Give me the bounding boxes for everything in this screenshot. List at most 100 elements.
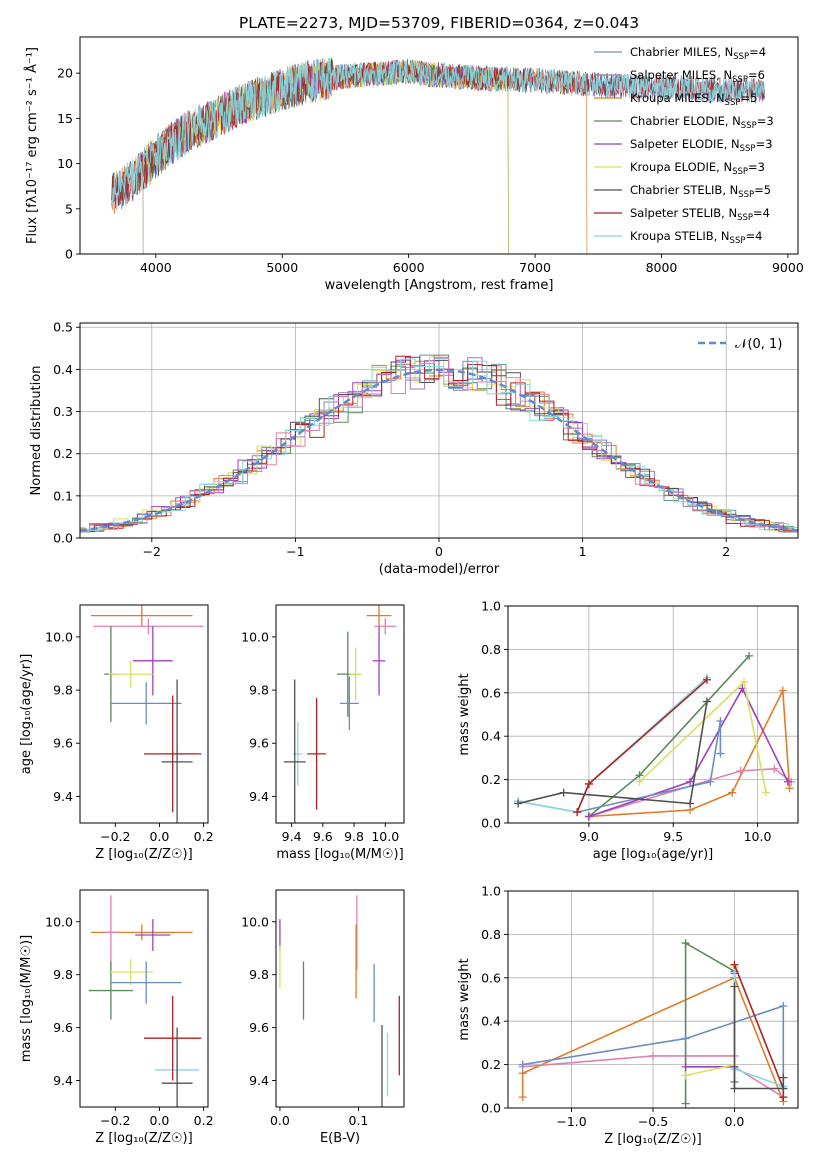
weight-marker — [635, 777, 644, 786]
mass_vs_Z-axes: −0.2 0.0 0.2 9.4 9.6 9.8 10.0 Z [log₁₀(Z/Z☉)] ma… — [19, 914, 214, 1146]
weight-series-line — [521, 976, 785, 1102]
y-tick-label: 9.4 — [249, 789, 269, 804]
spectrum-legend: Chabrier MILES, NSSP=4 Salpeter MILES, NS… — [594, 45, 774, 246]
y-tick-label: 9.6 — [249, 1020, 269, 1035]
x-tick-label: 10.0 — [744, 829, 772, 844]
weight_vs_Z-frame — [507, 890, 799, 1109]
y-tick-label: 15 — [57, 111, 73, 126]
weight-marker — [716, 749, 725, 758]
x-tick-label: 9000 — [772, 260, 804, 275]
y-tick-label: 1.0 — [481, 599, 501, 614]
mass_vs_Z-frame — [79, 889, 209, 1108]
legend-subscript: SSP — [733, 52, 749, 62]
weight-marker — [785, 784, 794, 793]
y-axis-label: mass weight — [457, 958, 472, 1040]
weight-marker — [779, 1084, 788, 1093]
spectrum-lines — [111, 56, 766, 254]
y-tick-label: 0.6 — [481, 970, 501, 985]
legend-subscript: SSP — [737, 213, 753, 223]
y-tick-label: 0.8 — [481, 927, 501, 942]
y-tick-label: 10.0 — [241, 914, 269, 929]
weight-marker — [518, 1093, 527, 1102]
weight-marker — [514, 799, 523, 808]
x-tick-label: 0.0 — [725, 1114, 745, 1129]
y-tick-label: 0 — [65, 247, 73, 262]
y-tick-label: 10 — [57, 156, 73, 171]
data-point — [88, 961, 133, 1020]
weight-marker — [730, 960, 739, 969]
data-point — [366, 605, 392, 627]
mass_vs_Z-points — [88, 895, 202, 1107]
data-point — [108, 660, 153, 688]
legend-subscript: SSP — [740, 144, 756, 154]
y-tick-label: 9.6 — [53, 1020, 73, 1035]
spectrum-frame — [79, 36, 799, 255]
weight-marker — [779, 1002, 788, 1011]
data-point — [340, 676, 359, 730]
y-tick-label: 5 — [65, 201, 73, 216]
weight-marker — [730, 982, 739, 991]
weight_vs_Z-lines — [518, 939, 788, 1108]
x-tick-label: 8000 — [646, 260, 678, 275]
data-point — [283, 679, 306, 823]
legend-subscript: SSP — [738, 190, 754, 200]
weight-marker — [770, 764, 779, 773]
weight-marker — [681, 1071, 690, 1080]
y-tick-label: 0.1 — [53, 488, 73, 503]
legend-label: Kroupa STELIB, NSSP=4 — [630, 229, 762, 246]
weight-marker — [702, 697, 711, 706]
weight-marker — [518, 1060, 527, 1069]
weight-series-line — [685, 973, 736, 1068]
x-axis-label: Z [log₁₀(Z/Z☉)] — [604, 1132, 701, 1147]
x-tick-label: −1 — [286, 544, 304, 559]
legend-tail: =6 — [748, 68, 765, 82]
age_vs_mass-axes: 9.4 9.6 9.8 10.0 9.4 9.6 9.8 10.0 mass [log₁₀(M/… — [241, 629, 404, 862]
y-axis-label: age [log₁₀(age/yr)] — [19, 654, 34, 775]
weight_vs_age-frame — [507, 605, 799, 824]
weight-marker — [584, 779, 593, 788]
age_vs_Z-points — [91, 605, 204, 823]
weight-series-line — [733, 986, 785, 1090]
y-tick-label: 9.4 — [249, 1073, 269, 1088]
x-tick-label: 0.2 — [194, 1113, 214, 1128]
data-point — [144, 695, 202, 813]
x-tick-label: 9.0 — [579, 829, 599, 844]
x-tick-label: 7000 — [519, 260, 551, 275]
weight-marker — [649, 1051, 657, 1060]
data-point — [132, 626, 173, 696]
legend-tail: =4 — [749, 45, 766, 59]
data-point — [135, 919, 171, 951]
legend-tail: =3 — [756, 137, 773, 151]
y-tick-label: 0.8 — [481, 642, 501, 657]
x-tick-label: 0.0 — [150, 829, 170, 844]
x-tick-label: −0.2 — [100, 829, 130, 844]
data-point — [91, 605, 193, 627]
weight-marker — [681, 1099, 690, 1108]
data-point — [144, 995, 202, 1081]
weight-marker — [573, 808, 582, 817]
x-tick-label: 0 — [435, 544, 443, 559]
x-tick-label: 6000 — [393, 260, 425, 275]
y-tick-label: 0.0 — [481, 816, 501, 831]
x-tick-label: 0.1 — [349, 1113, 369, 1128]
y-tick-label: 0.5 — [53, 320, 73, 335]
weight-marker — [761, 788, 770, 797]
age_vs_mass-frame — [275, 604, 405, 824]
residual-legend: 𝒩(0, 1) — [698, 337, 782, 352]
legend-subscript: SSP — [741, 121, 757, 131]
x-tick-label: 0.2 — [194, 829, 214, 844]
mass_vs_ebv-frame — [275, 889, 405, 1108]
histogram-series — [80, 356, 798, 533]
weight_vs_age-lines — [514, 651, 796, 821]
legend-subscript: SSP — [725, 98, 741, 108]
y-tick-label: 10.0 — [45, 914, 73, 929]
legend-subscript: SSP — [730, 236, 746, 246]
x-axis-label: age [log₁₀(age/yr)] — [593, 847, 714, 862]
spectrum-series-line — [111, 57, 766, 205]
x-tick-label: 1 — [579, 544, 587, 559]
y-tick-label: 20 — [57, 66, 73, 81]
x-axis-label: (data-model)/error — [379, 562, 500, 577]
legend-label: Salpeter MILES, NSSP=6 — [630, 68, 765, 85]
y-tick-label: 1.0 — [481, 884, 501, 899]
mass_vs_ebv-axes: 0.0 0.1 9.4 9.6 9.8 10.0 E(B-V) — [241, 914, 368, 1146]
